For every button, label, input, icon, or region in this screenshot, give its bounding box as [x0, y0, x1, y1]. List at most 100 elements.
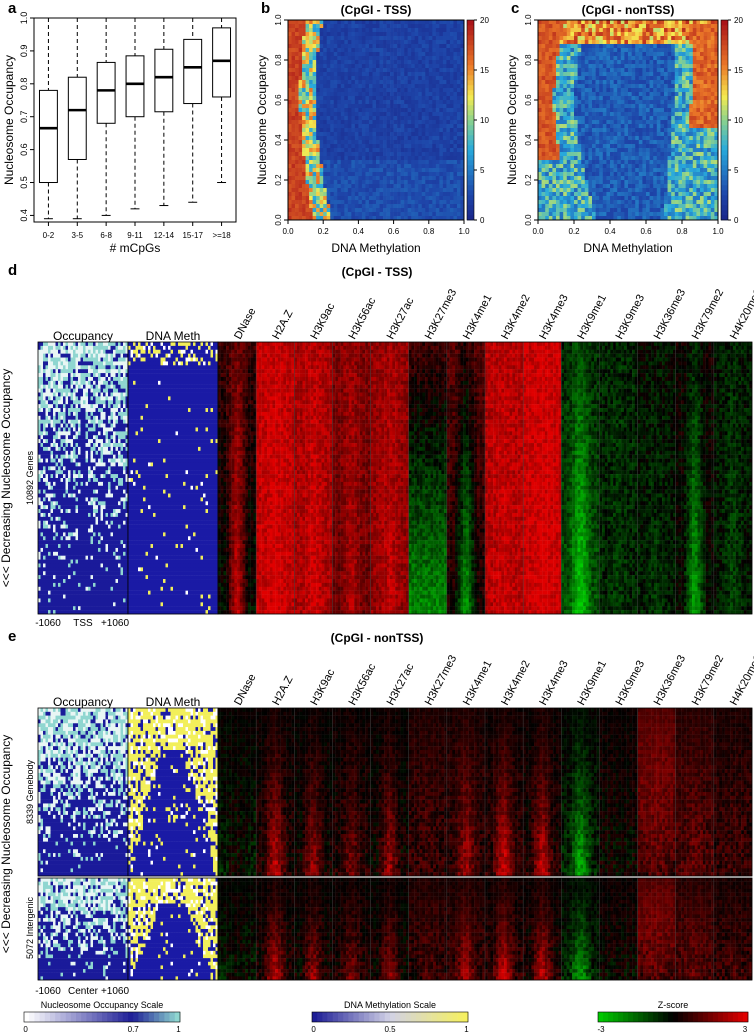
heat-cell	[570, 80, 575, 85]
heat-cell	[656, 24, 661, 29]
heat-cell	[295, 172, 299, 177]
heat-cell	[548, 168, 553, 173]
heat-cell	[548, 72, 553, 77]
heat-cell	[538, 216, 542, 221]
heat-cell	[584, 28, 589, 33]
heat-cell	[407, 136, 412, 141]
heat-cell	[456, 168, 461, 173]
heat-cell	[340, 180, 345, 185]
heat-cell	[631, 120, 636, 125]
heat-cell	[581, 140, 586, 145]
heat-cell	[344, 200, 349, 205]
heat-cell	[656, 64, 661, 69]
heat-cell	[393, 84, 398, 89]
heat-cell	[383, 24, 387, 29]
heat-cell	[442, 204, 447, 209]
heat-cell	[372, 112, 377, 117]
heat-cell	[368, 76, 373, 81]
heat-cell	[548, 184, 553, 189]
heat-cell	[653, 112, 658, 117]
heat-cell	[656, 68, 661, 73]
heat-cell	[692, 100, 697, 105]
heat-cell	[584, 48, 589, 53]
heat-cell	[588, 80, 593, 85]
heat-cell	[700, 184, 704, 189]
heat-cell	[689, 128, 694, 133]
heat-cell	[581, 156, 586, 161]
heat-cell	[386, 92, 391, 97]
heat-cell	[642, 156, 647, 161]
heat-cell	[703, 76, 708, 81]
heat-cell	[295, 52, 299, 57]
heat-cell	[326, 184, 331, 189]
heat-cell	[674, 104, 679, 109]
heat-cell	[411, 128, 416, 133]
heat-cell	[588, 24, 593, 29]
heat-cell	[559, 208, 564, 213]
heat-cell	[400, 128, 405, 133]
heat-cell	[407, 156, 412, 161]
heat-cell	[390, 128, 394, 133]
heat-cell	[545, 24, 550, 29]
heat-cell	[316, 80, 320, 85]
heat-cell	[646, 204, 650, 209]
heat-cell	[671, 168, 676, 173]
heat-cell	[344, 212, 349, 217]
heat-cell	[606, 140, 611, 145]
heat-cell	[425, 192, 430, 197]
heat-cell	[631, 144, 636, 149]
heat-cell	[646, 88, 650, 93]
heat-cell	[442, 116, 447, 121]
heat-cell	[305, 88, 310, 93]
heat-cell	[330, 100, 335, 105]
heat-cell	[628, 132, 632, 137]
heat-cell	[383, 76, 387, 81]
heat-cell	[291, 164, 296, 169]
heat-cell	[599, 172, 604, 177]
heat-cell	[372, 104, 377, 109]
heat-cell	[435, 96, 440, 101]
heat-cell	[291, 112, 296, 117]
heat-cell	[393, 52, 398, 57]
heat-cell	[386, 28, 391, 33]
heat-cell	[361, 28, 366, 33]
heat-cell	[333, 148, 338, 153]
heat-cell	[606, 60, 611, 65]
heat-cell	[323, 148, 328, 153]
heat-cell	[678, 120, 683, 125]
heat-cell	[411, 104, 416, 109]
heat-cell	[446, 140, 451, 145]
heat-cell	[628, 196, 632, 201]
heat-cell	[538, 88, 542, 93]
heat-cell	[309, 96, 313, 101]
heat-cell	[548, 128, 553, 133]
heat-cell	[678, 116, 683, 121]
heat-cell	[649, 20, 654, 25]
heat-cell	[617, 76, 622, 81]
heat-cell	[298, 120, 303, 125]
heat-cell	[642, 72, 647, 77]
heat-cell	[678, 140, 683, 145]
heat-cell	[456, 180, 461, 185]
colorbar-segment	[467, 195, 474, 201]
heat-cell	[631, 184, 636, 189]
heat-cell	[538, 76, 542, 81]
heat-cell	[404, 132, 408, 137]
heat-cell	[602, 80, 607, 85]
heat-cell	[340, 192, 345, 197]
heat-cell	[671, 68, 676, 73]
heat-cell	[365, 208, 370, 213]
heat-cell	[566, 140, 571, 145]
heat-cell	[599, 108, 604, 113]
heat-cell	[602, 180, 607, 185]
heat-cell	[541, 128, 546, 133]
heat-cell	[456, 164, 461, 169]
colorbar-segment	[467, 130, 474, 136]
heat-cell	[435, 20, 440, 25]
heat-cell	[411, 216, 416, 221]
heat-cell	[390, 124, 394, 129]
heat-cell	[288, 192, 292, 197]
heat-cell	[354, 196, 359, 201]
heat-cell	[595, 68, 600, 73]
heat-cell	[541, 60, 546, 65]
